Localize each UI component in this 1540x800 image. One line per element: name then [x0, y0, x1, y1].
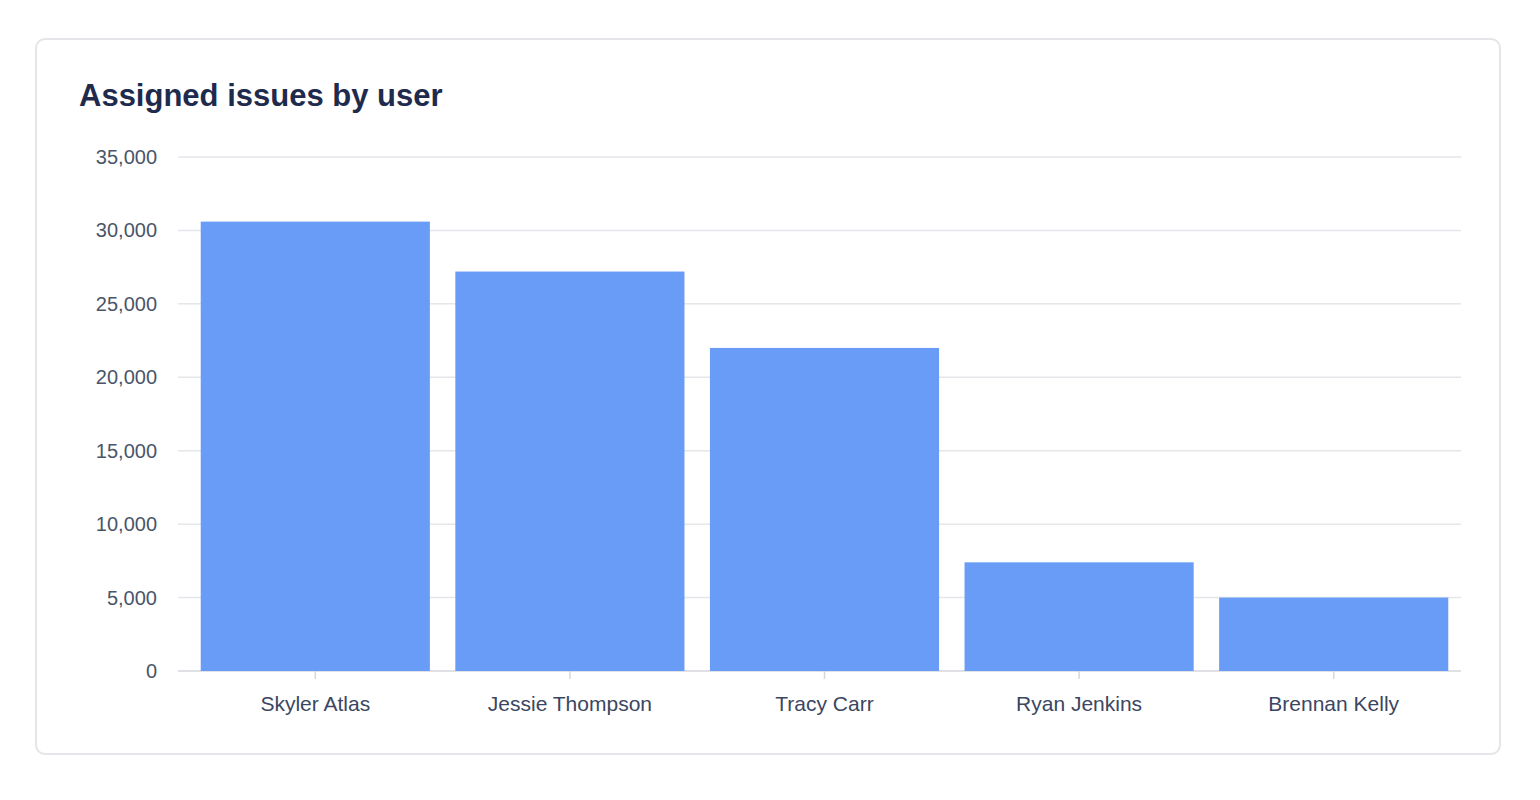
bar: [201, 222, 430, 671]
bar: [455, 272, 684, 671]
x-tick: [1078, 671, 1080, 679]
x-tick: [315, 671, 317, 679]
x-tick-label: Skyler Atlas: [260, 692, 370, 715]
y-tick-label: 25,000: [96, 293, 157, 315]
y-tick-label: 30,000: [96, 219, 157, 241]
x-tick-label: Ryan Jenkins: [1016, 692, 1142, 715]
chart: Assigned issues by user 0 5,000 10,000 15,00…: [0, 0, 1540, 800]
x-tick-label: Jessie Thompson: [488, 692, 652, 715]
bar: [710, 348, 939, 671]
bars: [201, 222, 1449, 671]
y-tick-label: 5,000: [107, 587, 157, 609]
y-tick-label: 35,000: [96, 146, 157, 168]
bar: [965, 562, 1194, 671]
y-tick-label: 0: [146, 660, 157, 682]
x-tick: [824, 671, 826, 679]
y-tick-label: 10,000: [96, 513, 157, 535]
bar: [1219, 598, 1448, 671]
x-tick: [569, 671, 571, 679]
y-tick-label: 15,000: [96, 440, 157, 462]
x-tick: [1333, 671, 1335, 679]
x-tick-label: Brennan Kelly: [1268, 692, 1399, 715]
title: Assigned issues by user: [79, 78, 443, 113]
x-tick-label: Tracy Carr: [775, 692, 873, 715]
grid-line: [178, 156, 1461, 158]
y-tick-label: 20,000: [96, 366, 157, 388]
